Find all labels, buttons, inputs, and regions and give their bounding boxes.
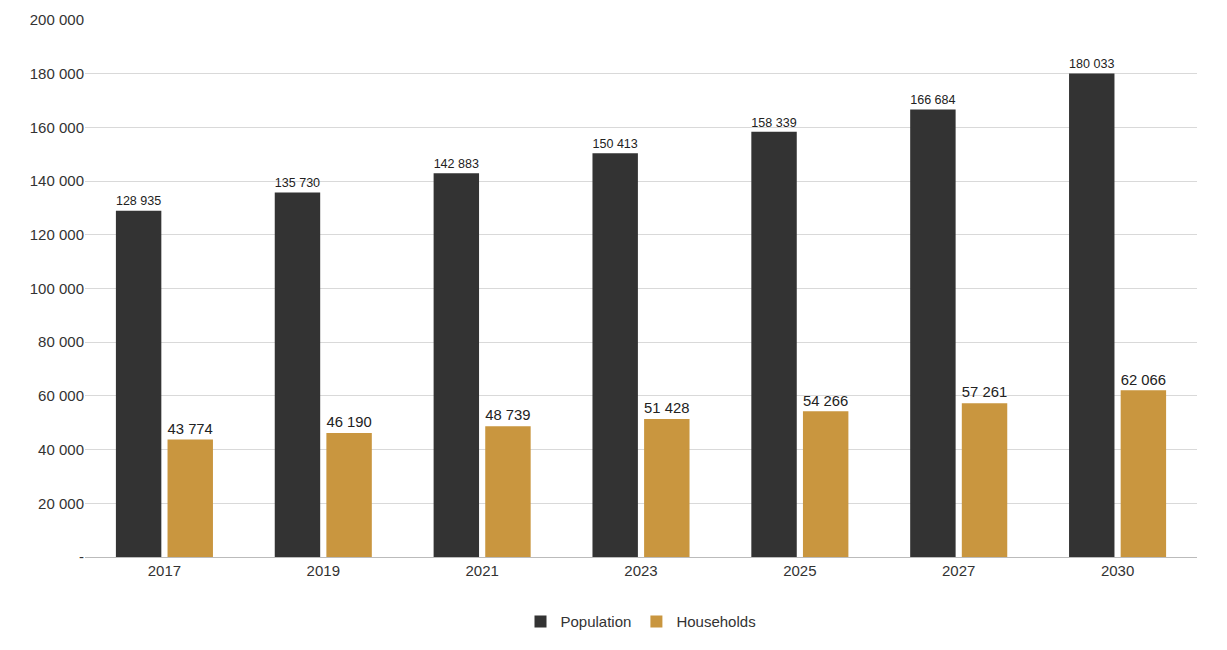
svg-text:Population: Population bbox=[561, 613, 632, 630]
svg-text:62 066: 62 066 bbox=[1121, 372, 1166, 388]
svg-text:2025: 2025 bbox=[783, 562, 816, 579]
svg-text:120 000: 120 000 bbox=[30, 226, 84, 243]
svg-text:51 428: 51 428 bbox=[644, 400, 689, 416]
svg-text:Households: Households bbox=[676, 613, 755, 630]
svg-text:200 000: 200 000 bbox=[30, 11, 84, 28]
svg-text:160 000: 160 000 bbox=[30, 119, 84, 136]
svg-text:40 000: 40 000 bbox=[38, 441, 84, 458]
svg-text:2019: 2019 bbox=[307, 562, 340, 579]
svg-text:158 339: 158 339 bbox=[751, 116, 796, 130]
svg-text:180 033: 180 033 bbox=[1069, 57, 1114, 71]
svg-text:60 000: 60 000 bbox=[38, 387, 84, 404]
svg-text:2023: 2023 bbox=[624, 562, 657, 579]
svg-text:43 774: 43 774 bbox=[168, 421, 213, 437]
svg-text:2027: 2027 bbox=[942, 562, 975, 579]
svg-text:2017: 2017 bbox=[148, 562, 181, 579]
svg-text:20 000: 20 000 bbox=[38, 495, 84, 512]
svg-text:142 883: 142 883 bbox=[434, 157, 479, 171]
svg-text:2030: 2030 bbox=[1101, 562, 1134, 579]
svg-text:54 266: 54 266 bbox=[803, 393, 848, 409]
svg-text:57 261: 57 261 bbox=[962, 384, 1007, 400]
svg-text:-: - bbox=[79, 548, 84, 565]
svg-text:48 739: 48 739 bbox=[485, 407, 530, 423]
svg-text:150 413: 150 413 bbox=[592, 137, 637, 151]
svg-text:135 730: 135 730 bbox=[275, 176, 320, 190]
svg-text:2021: 2021 bbox=[465, 562, 498, 579]
svg-text:166 684: 166 684 bbox=[910, 93, 955, 107]
svg-text:46 190: 46 190 bbox=[326, 414, 371, 430]
svg-text:180 000: 180 000 bbox=[30, 65, 84, 82]
svg-text:80 000: 80 000 bbox=[38, 333, 84, 350]
svg-text:100 000: 100 000 bbox=[30, 280, 84, 297]
svg-text:128 935: 128 935 bbox=[116, 194, 161, 208]
svg-text:140 000: 140 000 bbox=[30, 172, 84, 189]
